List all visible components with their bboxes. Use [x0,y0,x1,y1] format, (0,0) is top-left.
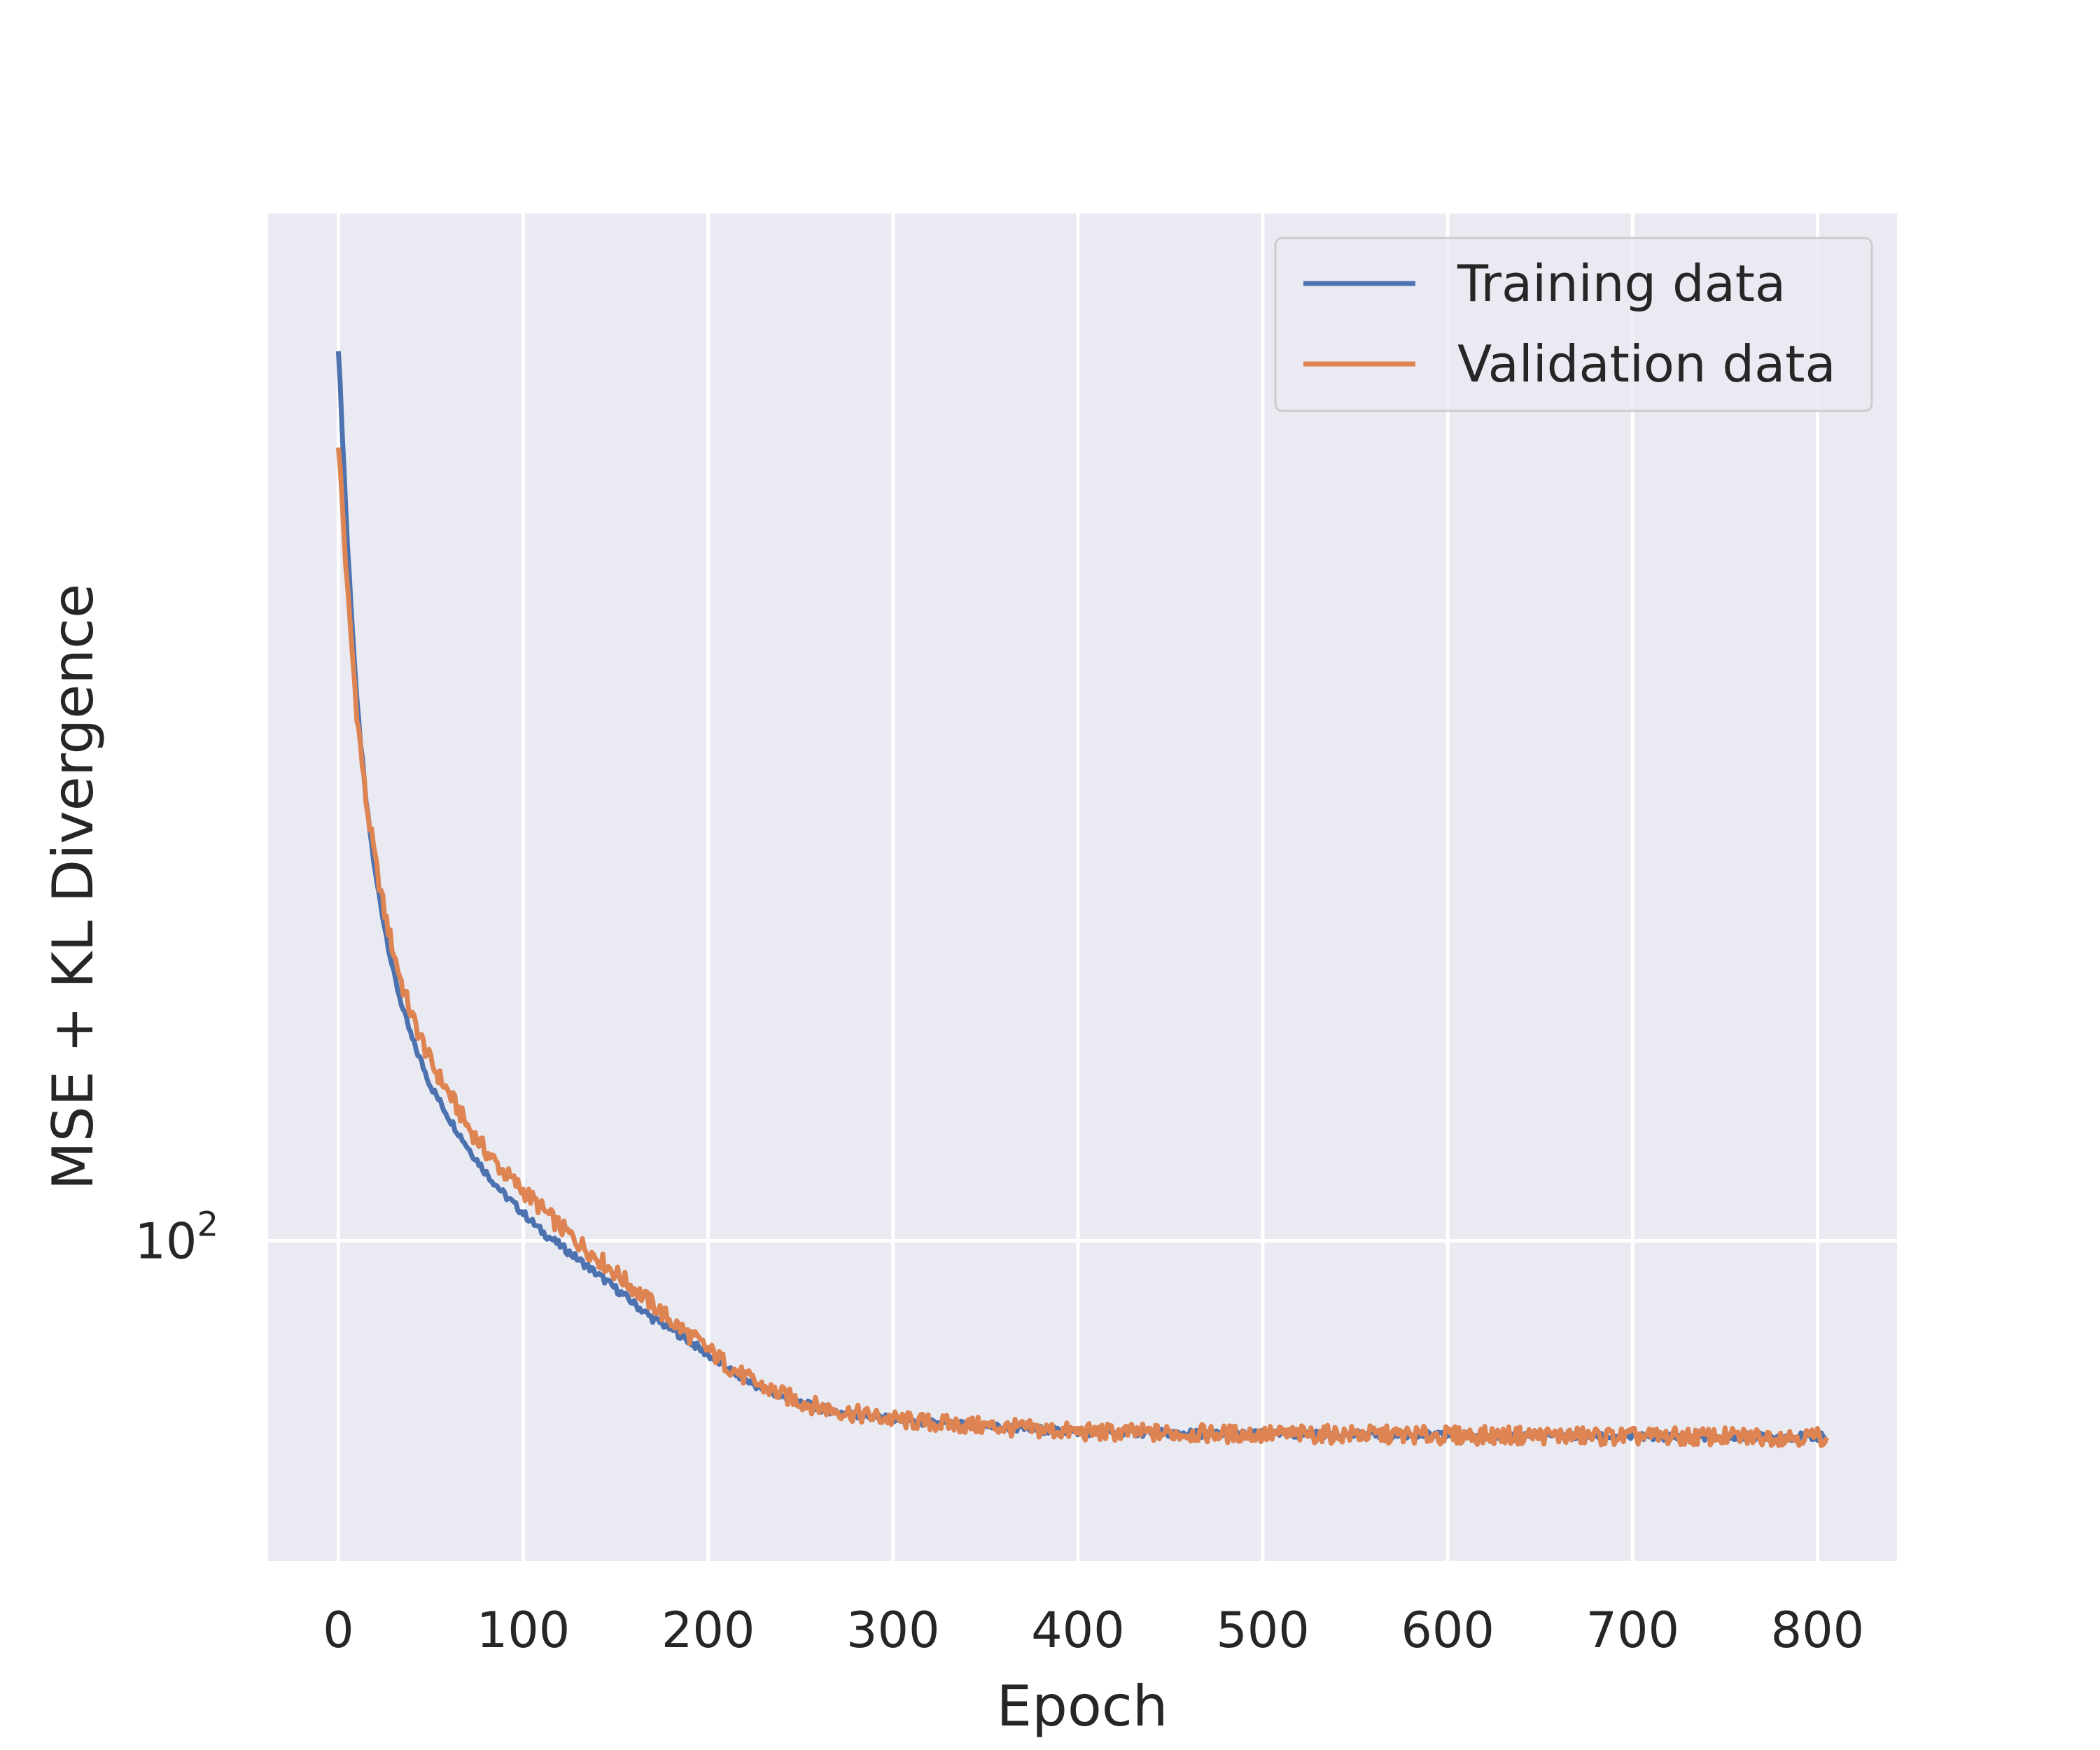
x-tick-label: 100 [477,1602,570,1659]
x-tick-label: 400 [1031,1602,1125,1659]
y-axis-label: MSE + KL Divergence [41,584,106,1190]
grid [268,214,1897,1561]
legend-label-validation: Validation data [1457,335,1836,393]
y-tick-labels: 102 [134,1205,218,1270]
x-tick-label: 800 [1771,1602,1865,1659]
legend-box [1274,237,1873,412]
x-tick-labels: 0 100 200 300 400 500 600 700 800 [323,1602,1864,1659]
plot-background [268,214,1897,1561]
series-layer [335,351,1829,1448]
x-tick-label: 0 [323,1602,354,1659]
x-tick-label: 300 [846,1602,940,1659]
y-tick-label: 102 [134,1205,218,1270]
x-tick-label: 700 [1586,1602,1679,1659]
x-tick-label: 500 [1216,1602,1310,1659]
x-tick-label: 200 [662,1602,755,1659]
x-axis-label: Epoch [997,1674,1168,1739]
series-line-validation [335,447,1829,1448]
legend: Training data Validation data [1274,237,1873,412]
x-tick-label: 600 [1401,1602,1494,1659]
legend-label-training: Training data [1457,254,1786,313]
